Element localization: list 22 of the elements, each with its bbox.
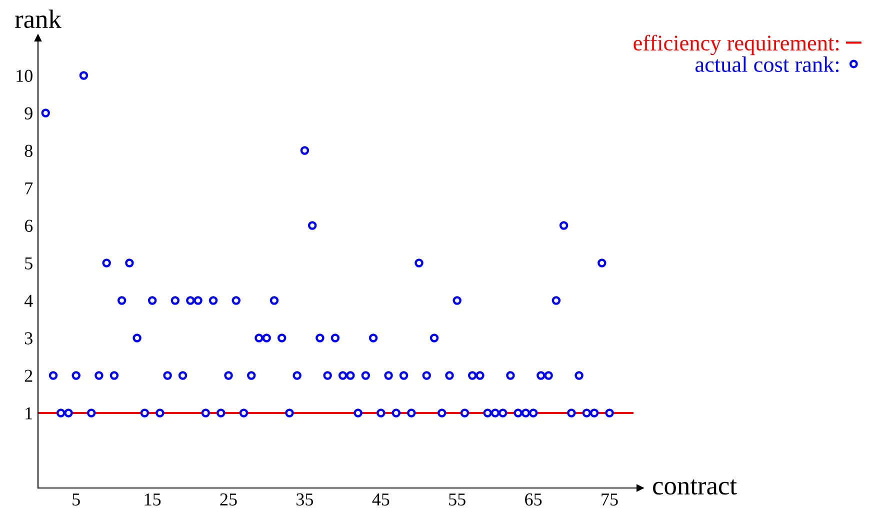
x-tick-label: 75 [602, 494, 618, 506]
y-axis-title: rank [15, 10, 62, 28]
y-tick-label: 2 [24, 370, 32, 382]
x-tick-label: 15 [144, 493, 161, 506]
legend-label: actual cost rank: [695, 56, 839, 72]
x-tick-label: 35 [296, 493, 314, 506]
y-tick-label: 10 [16, 70, 32, 82]
x-tick-label: 45 [372, 494, 390, 506]
y-tick-label: 1 [26, 407, 32, 420]
y-tick-label: 9 [24, 107, 32, 120]
y-tick-label: 7 [25, 182, 33, 194]
x-tick-label: 55 [449, 494, 466, 506]
legend-label: efficiency requirement: [634, 34, 839, 56]
x-axis-title: contract [653, 479, 737, 495]
y-tick-label: 8 [24, 144, 32, 157]
y-tick-label: 4 [24, 294, 33, 307]
y-tick-label: 5 [25, 257, 32, 270]
y-tick-label: 6 [24, 220, 33, 232]
y-tick-label: 3 [24, 332, 32, 344]
x-tick-label: 5 [72, 494, 80, 506]
x-tick-label: 25 [220, 493, 237, 506]
x-tick-label: 65 [525, 493, 542, 506]
